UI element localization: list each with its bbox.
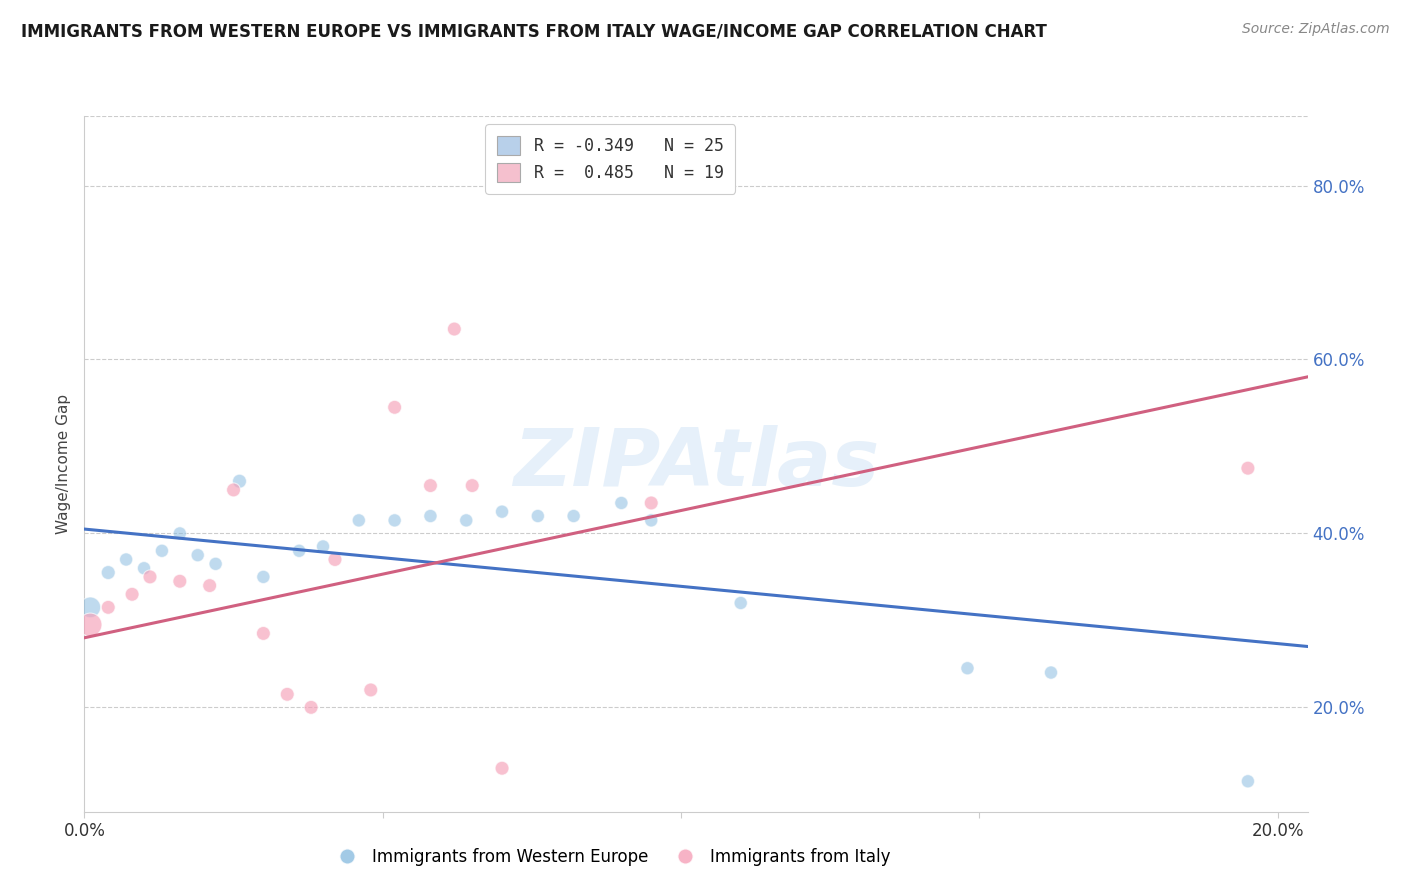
Point: [527, 508, 550, 523]
Point: [222, 483, 245, 497]
Point: [204, 557, 226, 571]
Text: ZIPAtlas: ZIPAtlas: [513, 425, 879, 503]
Point: [1237, 461, 1260, 475]
Point: [299, 700, 322, 714]
Text: IMMIGRANTS FROM WESTERN EUROPE VS IMMIGRANTS FROM ITALY WAGE/INCOME GAP CORRELAT: IMMIGRANTS FROM WESTERN EUROPE VS IMMIGR…: [21, 22, 1047, 40]
Point: [252, 570, 274, 584]
Point: [461, 478, 484, 492]
Point: [419, 478, 441, 492]
Point: [640, 513, 662, 527]
Point: [79, 600, 101, 615]
Point: [347, 513, 370, 527]
Point: [150, 543, 173, 558]
Point: [97, 566, 120, 580]
Point: [730, 596, 752, 610]
Point: [252, 626, 274, 640]
Point: [169, 526, 191, 541]
Point: [187, 548, 209, 562]
Point: [443, 322, 465, 336]
Point: [384, 513, 406, 527]
Point: [491, 761, 513, 775]
Point: [169, 574, 191, 589]
Legend: Immigrants from Western Europe, Immigrants from Italy: Immigrants from Western Europe, Immigran…: [323, 842, 897, 873]
Point: [456, 513, 478, 527]
Point: [288, 543, 311, 558]
Point: [610, 496, 633, 510]
Point: [323, 552, 346, 566]
Point: [132, 561, 155, 575]
Point: [115, 552, 138, 566]
Point: [121, 587, 143, 601]
Point: [276, 687, 298, 701]
Point: [1237, 774, 1260, 789]
Point: [384, 401, 406, 415]
Point: [360, 683, 382, 698]
Point: [139, 570, 162, 584]
Point: [97, 600, 120, 615]
Point: [1040, 665, 1063, 680]
Point: [640, 496, 662, 510]
Point: [198, 578, 221, 592]
Point: [562, 508, 585, 523]
Y-axis label: Wage/Income Gap: Wage/Income Gap: [56, 393, 72, 534]
Point: [312, 540, 335, 554]
Point: [419, 508, 441, 523]
Point: [228, 475, 250, 489]
Point: [79, 617, 101, 632]
Text: Source: ZipAtlas.com: Source: ZipAtlas.com: [1241, 22, 1389, 37]
Point: [956, 661, 979, 675]
Point: [491, 505, 513, 519]
